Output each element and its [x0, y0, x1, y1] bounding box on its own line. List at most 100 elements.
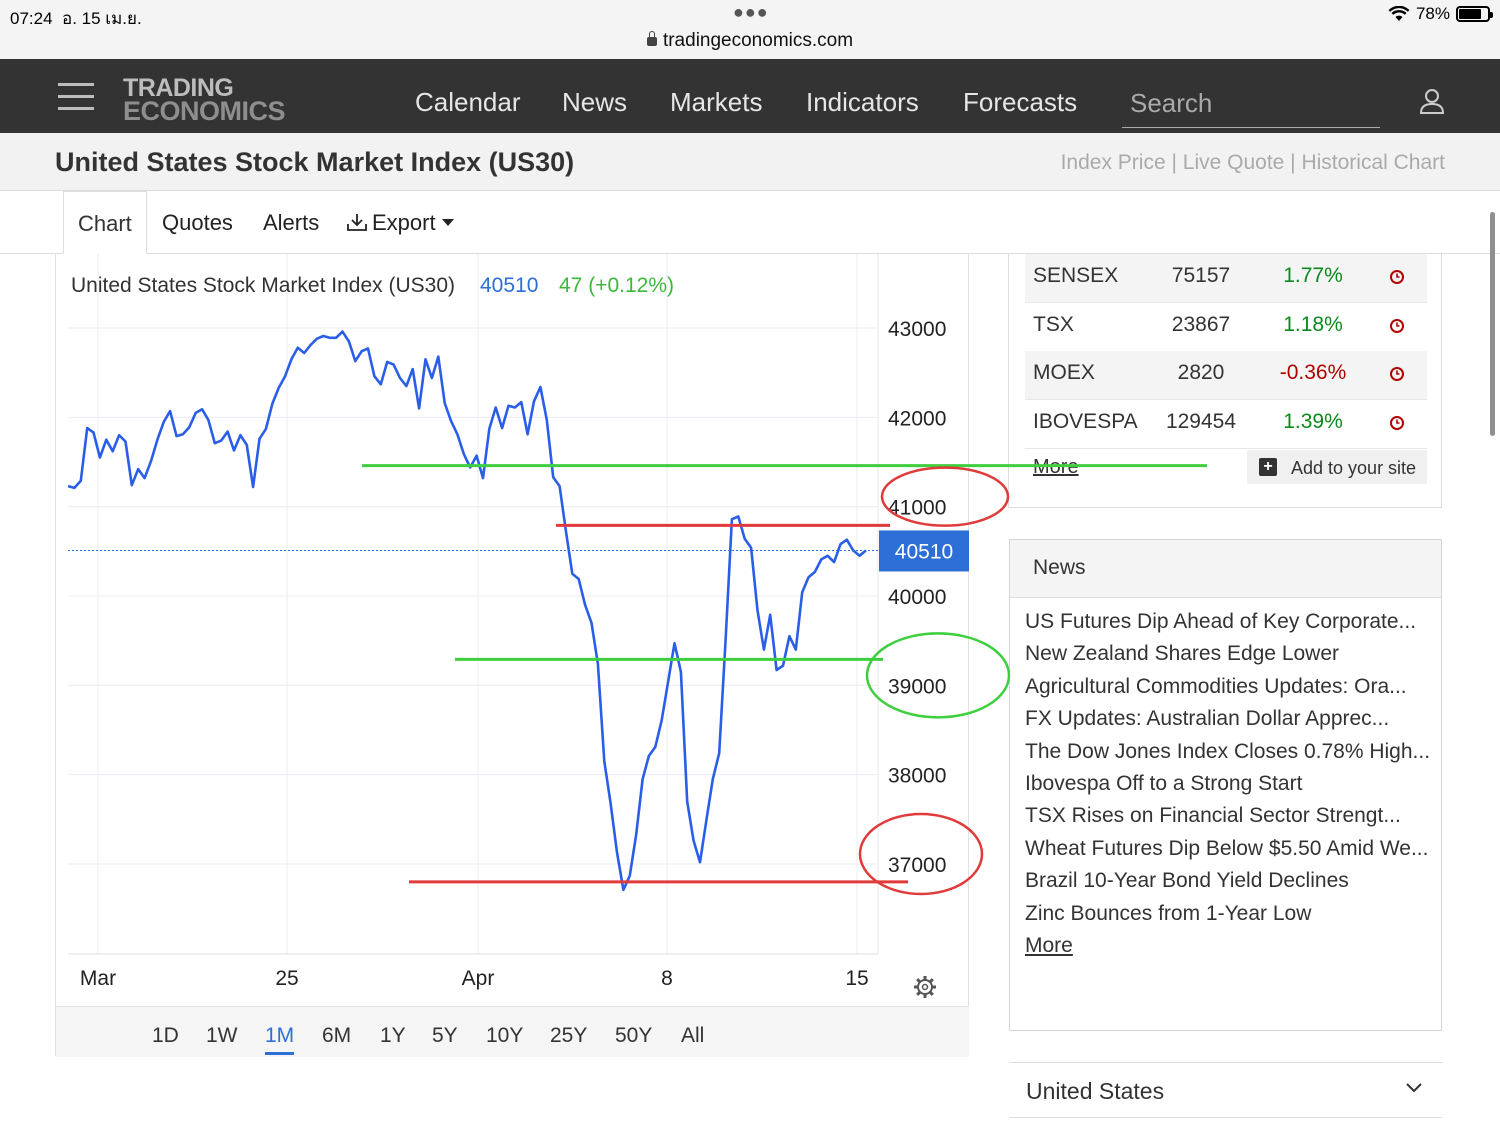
- news-more-link[interactable]: More: [1025, 934, 1073, 958]
- x-tick-label: Apr: [462, 967, 495, 990]
- range-10y[interactable]: 10Y: [486, 1024, 524, 1047]
- address-bar[interactable]: tradingeconomics.com: [0, 30, 1500, 52]
- nav-markets[interactable]: Markets: [670, 87, 763, 117]
- range-1m[interactable]: 1M: [265, 1024, 295, 1055]
- range-50y[interactable]: 50Y: [615, 1024, 653, 1047]
- page-scrollbar[interactable]: [1490, 212, 1495, 436]
- x-tick-label: 25: [275, 967, 298, 990]
- range-1d[interactable]: 1D: [152, 1024, 179, 1047]
- chart-header-name: United States Stock Market Index (US30): [71, 274, 455, 297]
- nav-news[interactable]: News: [562, 87, 628, 117]
- news-header: News: [1010, 540, 1441, 598]
- news-item[interactable]: TSX Rises on Financial Sector Strengt...: [1025, 804, 1401, 828]
- lock-icon: [646, 31, 657, 46]
- news-item[interactable]: The Dow Jones Index Closes 0.78% High...: [1025, 739, 1431, 763]
- y-tick-label: 43000: [888, 318, 946, 341]
- y-tick-label: 38000: [888, 765, 946, 788]
- range-1y[interactable]: 1Y: [380, 1024, 406, 1047]
- indices-table: More + Add to your site SENSEX 75157 1.77% T…: [1008, 254, 1442, 508]
- y-tick-label: 37000: [888, 854, 946, 877]
- clock-icon[interactable]: [1389, 318, 1405, 334]
- index-row[interactable]: MOEX 2820 -0.36%: [1025, 351, 1427, 400]
- news-item[interactable]: Zinc Bounces from 1-Year Low: [1025, 901, 1312, 925]
- y-tick-label: 40000: [888, 586, 946, 609]
- last-price-label: 40510: [895, 540, 953, 563]
- news-item[interactable]: Ibovespa Off to a Strong Start: [1025, 772, 1303, 796]
- caret-down-icon: [441, 219, 454, 226]
- index-row[interactable]: TSX 23867 1.18%: [1025, 303, 1427, 352]
- top-navbar: TRADING ECONOMICS Calendar News Markets I…: [0, 59, 1500, 133]
- last-price-tag: [879, 530, 969, 572]
- tab-chart[interactable]: Chart: [63, 191, 147, 254]
- add-to-site-button[interactable]: + Add to your site: [1247, 450, 1427, 484]
- news-item[interactable]: Agricultural Commodities Updates: Ora...: [1025, 674, 1407, 698]
- nav-calendar[interactable]: Calendar: [415, 87, 521, 117]
- index-value: 2820: [1177, 361, 1225, 384]
- status-right: 78%: [1388, 4, 1493, 24]
- country-dropdown[interactable]: United States: [1009, 1062, 1442, 1118]
- chevron-down-icon: [1406, 1083, 1422, 1093]
- wifi-icon: [1388, 6, 1410, 21]
- search-box: [1122, 79, 1380, 128]
- x-tick-label: 15: [845, 967, 868, 990]
- battery-percent: 78%: [1415, 4, 1450, 23]
- clock-icon[interactable]: [1389, 415, 1405, 431]
- range-selector: 1D 1W 1M 6M 1Y 5Y 10Y 25Y 50Y All: [56, 1006, 969, 1057]
- index-name[interactable]: TSX: [1033, 312, 1074, 336]
- index-name[interactable]: MOEX: [1033, 361, 1095, 384]
- range-6m[interactable]: 6M: [322, 1024, 352, 1047]
- sub-links[interactable]: Index Price | Live Quote | Historical Ch…: [1060, 151, 1445, 174]
- news-item[interactable]: New Zealand Shares Edge Lower: [1025, 642, 1340, 666]
- tab-export[interactable]: Export: [346, 210, 454, 236]
- news-item[interactable]: Brazil 10-Year Bond Yield Declines: [1025, 869, 1349, 893]
- nav-indicators[interactable]: Indicators: [806, 87, 919, 117]
- index-name[interactable]: IBOVESPA: [1033, 409, 1138, 433]
- settings-gear-icon[interactable]: [914, 976, 936, 998]
- plus-icon: +: [1259, 458, 1277, 476]
- index-change: 1.39%: [1283, 409, 1343, 433]
- clock-icon[interactable]: [1389, 366, 1405, 382]
- range-5y[interactable]: 5Y: [432, 1024, 458, 1047]
- news-item[interactable]: FX Updates: Australian Dollar Apprec...: [1025, 707, 1390, 731]
- more-dots-icon[interactable]: ●●●: [733, 2, 769, 22]
- news-item[interactable]: US Futures Dip Ahead of Key Corporate...: [1025, 610, 1417, 633]
- chart-header-price: 40510: [480, 274, 538, 297]
- range-25y[interactable]: 25Y: [550, 1024, 588, 1047]
- price-chart[interactable]: United States Stock Market Index (US30) …: [56, 254, 969, 1006]
- series-line: [67, 330, 867, 892]
- index-row[interactable]: IBOVESPA 129454 1.39%: [1025, 400, 1427, 449]
- news-box: News US Futures Dip Ahead of Key Corpora…: [1009, 539, 1442, 1031]
- index-change: 1.18%: [1283, 312, 1343, 336]
- index-change: 1.77%: [1283, 264, 1343, 287]
- index-row[interactable]: SENSEX 75157 1.77%: [1025, 254, 1427, 303]
- tab-quotes[interactable]: Quotes: [162, 210, 233, 235]
- tab-alerts[interactable]: Alerts: [263, 210, 320, 235]
- download-icon: [347, 214, 367, 232]
- user-icon[interactable]: [1418, 87, 1446, 115]
- x-tick-label: 8: [661, 967, 673, 990]
- index-value: 23867: [1171, 312, 1231, 336]
- status-time: 07:24 อ. 15 เม.ย.: [10, 9, 142, 28]
- range-1w[interactable]: 1W: [206, 1024, 238, 1047]
- y-tick-label: 42000: [888, 407, 946, 430]
- range-all[interactable]: All: [681, 1024, 705, 1047]
- index-value: 75157: [1171, 264, 1231, 287]
- indices-more-link[interactable]: More: [1033, 456, 1079, 478]
- news-item[interactable]: Wheat Futures Dip Below $5.50 Amid We...: [1025, 836, 1429, 860]
- y-tick-label: 41000: [888, 497, 946, 520]
- site-logo[interactable]: TRADING ECONOMICS: [123, 74, 286, 126]
- battery-icon: [1456, 6, 1493, 22]
- nav-forecasts[interactable]: Forecasts: [963, 87, 1078, 117]
- page-title: United States Stock Market Index (US30): [55, 147, 575, 177]
- chart-header-change: 47 (+0.12%): [559, 274, 674, 297]
- index-name[interactable]: SENSEX: [1033, 264, 1119, 287]
- y-tick-label: 39000: [888, 675, 946, 698]
- status-bar: 07:24 อ. 15 เม.ย. ●●● tradingeconomics.c…: [0, 0, 1500, 59]
- title-bar: United States Stock Market Index (US30) …: [0, 133, 1500, 191]
- url-text: tradingeconomics.com: [662, 30, 854, 51]
- search-input[interactable]: [1122, 79, 1380, 127]
- chart-tabs: Chart Quotes Alerts Export: [0, 191, 1500, 254]
- clock-icon[interactable]: [1389, 269, 1405, 285]
- index-change: -0.36%: [1279, 361, 1347, 384]
- menu-icon[interactable]: [58, 83, 94, 111]
